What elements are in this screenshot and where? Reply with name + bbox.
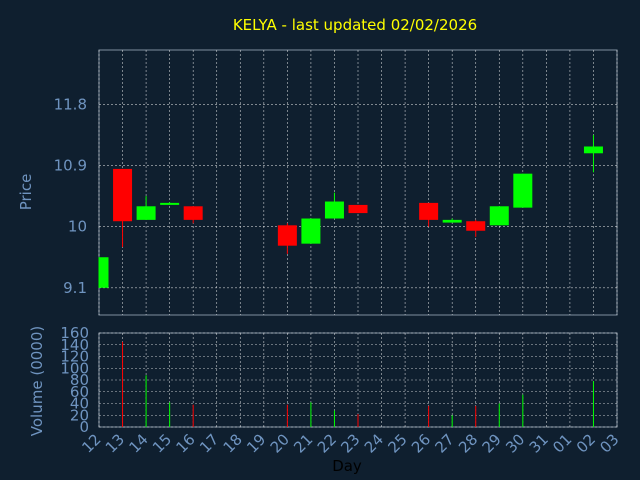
candle-body: [113, 168, 133, 222]
volume-panel: 1213141516171819202122232425262728293031…: [60, 324, 622, 457]
x-tick-label: 02: [573, 430, 599, 456]
candle-body: [489, 206, 509, 226]
volume-tick-label: 60: [70, 383, 89, 401]
candle-body: [583, 146, 603, 154]
x-tick-label: 14: [125, 430, 151, 456]
x-tick-label: 26: [408, 430, 434, 456]
candle-body: [183, 206, 203, 220]
x-tick-label: 27: [432, 430, 458, 456]
volume-tick-label: 20: [70, 406, 89, 424]
x-tick-label: 24: [361, 430, 387, 456]
x-tick-label: 01: [549, 430, 575, 456]
x-axis-label: Day: [332, 457, 362, 475]
price-tick-label: 10: [68, 218, 87, 236]
candle-body: [301, 218, 321, 244]
x-tick-label: 19: [243, 430, 269, 456]
candle-body: [277, 225, 297, 246]
x-tick-label: 20: [267, 430, 293, 456]
candle-body: [348, 204, 368, 214]
chart-title: KELYA - last updated 02/02/2026: [233, 16, 477, 34]
volume-tick-label: 120: [60, 348, 89, 366]
volume-tick-label: 100: [60, 359, 89, 377]
x-tick-label: 31: [526, 430, 552, 456]
x-tick-label: 23: [337, 430, 363, 456]
x-tick-label: 03: [596, 430, 622, 456]
candle-body: [466, 221, 486, 231]
volume-axis-label: Volume (0000): [28, 326, 46, 436]
x-tick-label: 29: [479, 430, 505, 456]
candle-body: [324, 201, 344, 219]
volume-tick-label: 80: [70, 371, 89, 389]
volume-tick-label: 40: [70, 395, 89, 413]
candle-body: [136, 206, 156, 220]
volume-tick-label: 0: [79, 418, 89, 436]
x-tick-label: 22: [314, 430, 340, 456]
candle-body: [419, 202, 439, 220]
candle-body: [160, 202, 180, 205]
price-panel: 9.1 10 10.9 11.8: [54, 49, 618, 316]
candle-body: [513, 173, 533, 208]
x-tick-label: 17: [196, 430, 222, 456]
x-tick-label: 18: [220, 430, 246, 456]
price-tick-label: 9.1: [63, 279, 87, 297]
volume-tick-label: 160: [60, 324, 89, 342]
x-tick-label: 13: [102, 430, 128, 456]
x-tick-label: 28: [455, 430, 481, 456]
candle-body: [442, 219, 462, 223]
x-tick-label: 30: [502, 430, 528, 456]
x-tick-label: 21: [290, 430, 316, 456]
x-tick-label: 15: [149, 430, 175, 456]
x-tick-label: 25: [384, 430, 410, 456]
candle-body: [99, 257, 109, 288]
x-tick-label: 16: [173, 430, 199, 456]
price-tick-label: 11.8: [54, 95, 87, 113]
volume-tick-label: 140: [60, 336, 89, 354]
price-tick-label: 10.9: [54, 157, 87, 175]
price-axis-label: Price: [17, 174, 35, 211]
